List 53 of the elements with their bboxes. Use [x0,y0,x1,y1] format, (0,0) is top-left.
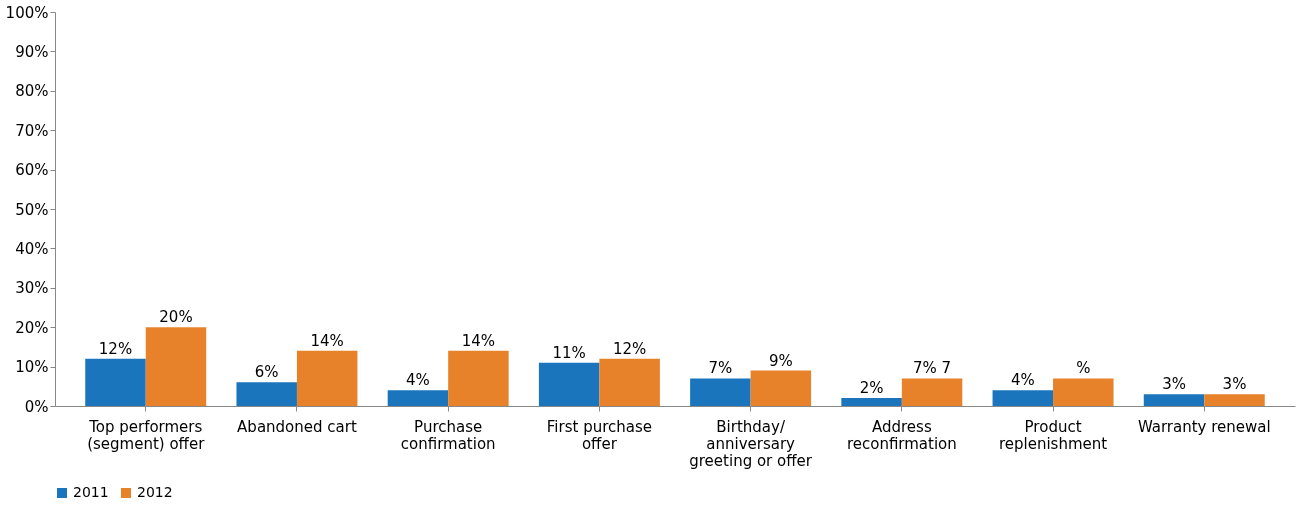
x-tick-label: Purchase confirmation [400,417,496,453]
x-tick-label: Birthday/ anniversary greeting or offer [689,417,813,470]
bar [841,398,902,406]
bar [387,390,449,406]
data-label: 3% [1222,375,1247,394]
bar [901,378,963,406]
x-tick-label: Top performers (segment) offer [87,417,206,453]
data-label: 3% [1162,375,1186,394]
y-tick-label: 0% [24,397,49,416]
x-tick-label: Address reconfirmation [846,417,957,453]
legend-label: 2012 [137,484,173,500]
data-label: 12% [98,339,133,358]
data-label: 6% [254,363,279,382]
bar [1204,394,1265,406]
data-label: 7% 7 [913,359,952,378]
bar [236,382,297,406]
data-label: 4% [406,371,430,390]
bar [538,362,600,406]
y-tick-label: 90% [15,42,49,61]
y-tick-label: 70% [15,121,49,140]
bar [296,350,358,406]
x-tick-label: Product replenishment [998,417,1108,453]
y-tick-label: 80% [15,82,49,101]
bar [448,350,509,406]
legend-label: 2011 [73,484,109,500]
bar [145,327,207,406]
bar [750,370,812,406]
data-label: 4% [1010,371,1035,390]
bar [1143,394,1205,406]
y-tick-label: 50% [15,200,49,219]
data-label: 12% [612,339,647,358]
y-tick-label: 100% [5,3,49,22]
data-label: 14% [310,331,344,350]
x-tick-label: Abandoned cart [237,417,357,436]
bar [1053,378,1114,406]
data-label: 20% [159,308,193,327]
y-tick-label: 10% [15,358,49,377]
data-label: 9% [768,351,793,370]
data-label: 7% [708,359,733,378]
y-tick-label: 30% [15,279,49,298]
bar [992,390,1054,406]
data-label: % [1076,359,1091,378]
y-tick-label: 60% [15,161,49,180]
y-tick-label: 20% [15,318,49,337]
y-tick-label: 40% [15,239,49,258]
x-tick-label: First purchase offer [546,417,652,453]
bar [85,358,146,406]
bar [599,358,660,406]
data-label: 2% [859,379,884,398]
data-label: 11% [552,343,586,362]
data-label: 14% [461,331,496,350]
bar [690,378,751,406]
x-tick-label: Warranty renewal [1137,417,1271,436]
